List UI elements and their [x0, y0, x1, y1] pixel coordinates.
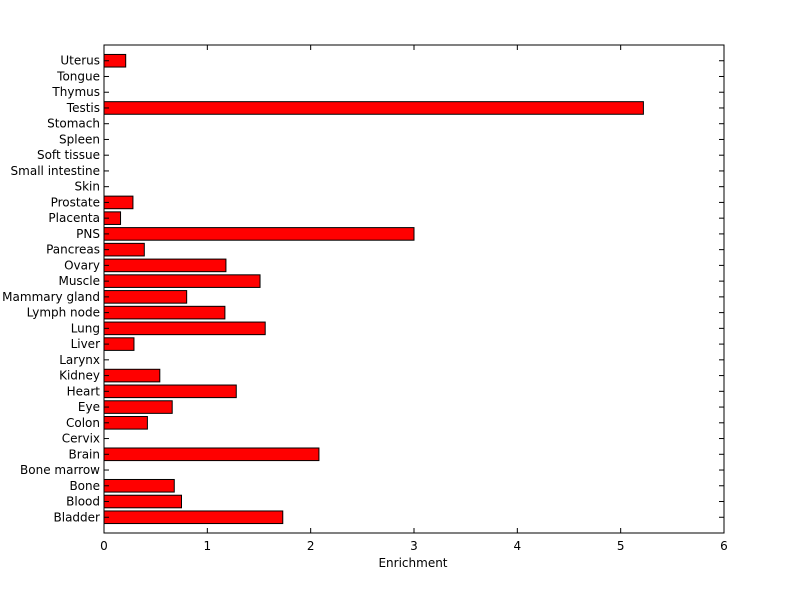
y-tick-label: Spleen	[59, 132, 100, 146]
bar-kidney	[103, 368, 161, 383]
bar-brain	[103, 447, 320, 462]
x-tick-label: 5	[617, 539, 625, 553]
y-tick-label: Soft tissue	[37, 148, 100, 162]
y-tick-label: Heart	[67, 384, 101, 398]
x-tick-label: 0	[100, 539, 108, 553]
bar-lung	[103, 321, 266, 336]
y-tick-label: Liver	[71, 337, 101, 351]
y-tick-label: Colon	[66, 416, 100, 430]
y-tick-label: Stomach	[47, 117, 100, 131]
plot-frame	[103, 44, 725, 534]
x-tick-label: 3	[410, 539, 418, 553]
bar-lymph-node	[103, 305, 226, 320]
y-tick-label: Bladder	[54, 510, 101, 524]
bar-bladder	[103, 510, 284, 525]
y-tick-label: Thymus	[51, 85, 100, 99]
y-tick-label: Brain	[69, 447, 100, 461]
y-tick-label: Cervix	[62, 432, 100, 446]
y-tick-label: Bone	[69, 479, 100, 493]
y-tick-label: Lung	[71, 321, 100, 335]
y-tick-label: PNS	[76, 227, 100, 241]
y-tick-label: Ovary	[64, 258, 100, 272]
x-tick-label: 4	[514, 539, 522, 553]
bar-pns	[103, 227, 415, 241]
y-tick-label: Kidney	[59, 369, 100, 383]
x-tick-label: 6	[720, 539, 728, 553]
bar-muscle	[103, 274, 261, 288]
x-axis-label: Enrichment	[378, 556, 447, 570]
bar-heart	[103, 384, 237, 399]
y-tick-label: Placenta	[48, 211, 100, 225]
y-tick-label: Eye	[78, 400, 100, 414]
bar-colon	[103, 416, 148, 430]
bar-bone	[103, 478, 175, 493]
bar-pancreas	[103, 242, 145, 257]
y-tick-label: Pancreas	[46, 243, 100, 257]
bar-eye	[103, 400, 173, 414]
y-tick-label: Uterus	[60, 54, 100, 68]
bar-mammary-gland	[103, 290, 188, 304]
y-tick-label: Testis	[66, 101, 100, 115]
y-tick-label: Lymph node	[27, 306, 100, 320]
y-tick-label: Prostate	[51, 195, 100, 209]
y-tick-label: Larynx	[59, 353, 100, 367]
bar-ovary	[103, 258, 227, 273]
y-tick-label: Mammary gland	[2, 290, 100, 304]
y-tick-label: Muscle	[58, 274, 100, 288]
y-tick-label: Skin	[74, 180, 100, 194]
y-tick-label: Blood	[66, 495, 100, 509]
bar-blood	[103, 494, 182, 509]
x-tick-label: 2	[307, 539, 315, 553]
y-tick-label: Tongue	[56, 69, 100, 83]
x-tick-label: 1	[204, 539, 212, 553]
bar-testis	[103, 101, 644, 115]
y-tick-label: Small intestine	[11, 164, 100, 178]
y-tick-label: Bone marrow	[20, 463, 100, 477]
